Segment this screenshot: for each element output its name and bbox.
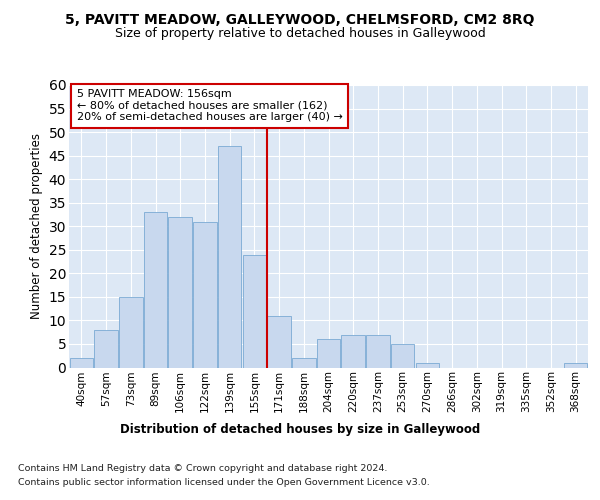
Bar [268, 316, 291, 368]
Bar [317, 339, 340, 368]
Bar [119, 297, 143, 368]
Bar [169, 217, 192, 368]
Bar [341, 334, 365, 368]
Bar [292, 358, 316, 368]
Bar [94, 330, 118, 368]
Bar [564, 363, 587, 368]
Text: Size of property relative to detached houses in Galleywood: Size of property relative to detached ho… [115, 28, 485, 40]
Bar [391, 344, 415, 368]
Bar [416, 363, 439, 368]
Text: 5 PAVITT MEADOW: 156sqm
← 80% of detached houses are smaller (162)
20% of semi-d: 5 PAVITT MEADOW: 156sqm ← 80% of detache… [77, 89, 343, 122]
Bar [242, 254, 266, 368]
Bar [193, 222, 217, 368]
Text: Distribution of detached houses by size in Galleywood: Distribution of detached houses by size … [120, 422, 480, 436]
Bar [144, 212, 167, 368]
Text: Contains public sector information licensed under the Open Government Licence v3: Contains public sector information licen… [18, 478, 430, 487]
Text: 5, PAVITT MEADOW, GALLEYWOOD, CHELMSFORD, CM2 8RQ: 5, PAVITT MEADOW, GALLEYWOOD, CHELMSFORD… [65, 12, 535, 26]
Bar [218, 146, 241, 368]
Text: Contains HM Land Registry data © Crown copyright and database right 2024.: Contains HM Land Registry data © Crown c… [18, 464, 388, 473]
Bar [70, 358, 93, 368]
Bar [366, 334, 389, 368]
Y-axis label: Number of detached properties: Number of detached properties [30, 133, 43, 320]
